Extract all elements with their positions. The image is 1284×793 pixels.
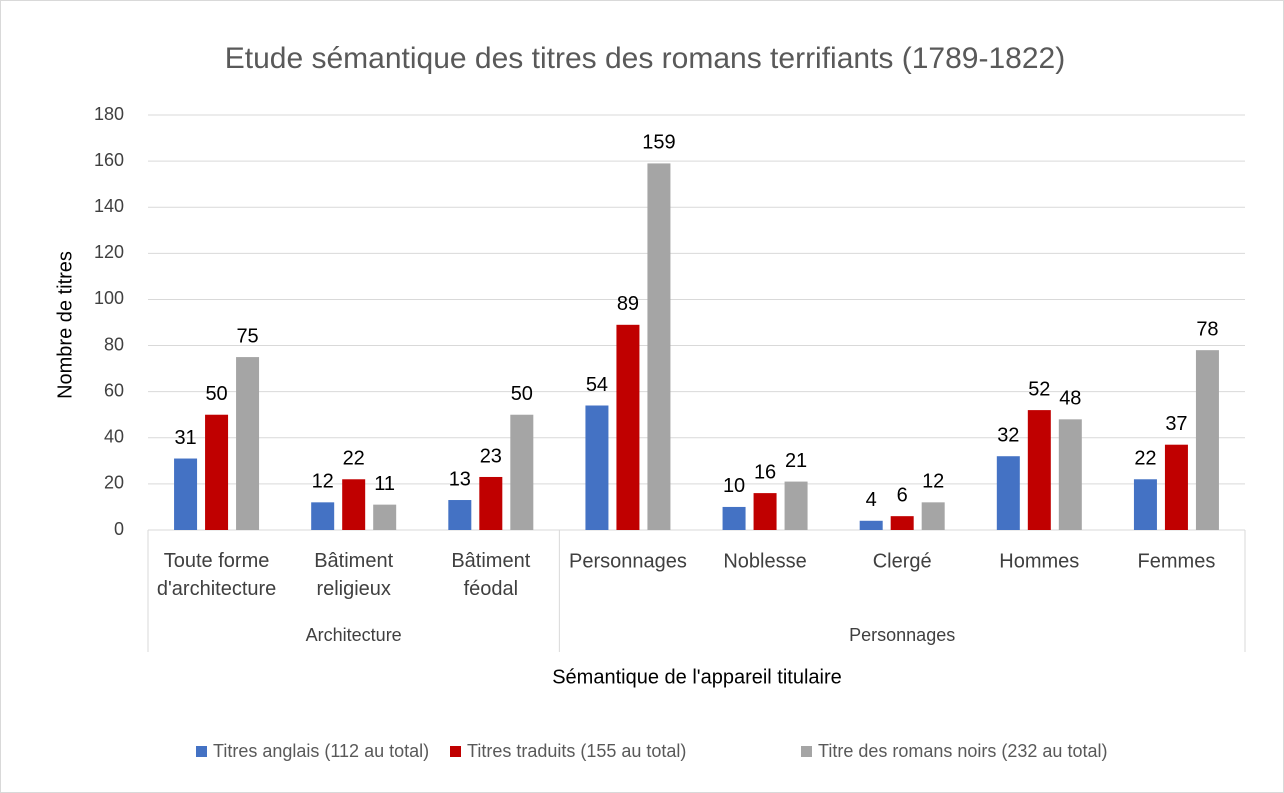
y-tick-label: 20 — [104, 473, 124, 493]
data-label: 4 — [866, 489, 877, 511]
bar — [647, 163, 671, 530]
x-tick-label: Bâtiment féodal — [451, 550, 530, 600]
bar — [921, 502, 945, 530]
x-tick-label: Toute forme d'architecture — [157, 550, 276, 600]
legend-swatch — [450, 746, 461, 757]
bar — [373, 504, 397, 530]
bar — [585, 405, 609, 530]
data-label: 12 — [922, 471, 944, 493]
data-label: 13 — [449, 468, 471, 490]
bar — [722, 506, 746, 530]
group-label: Personnages — [849, 625, 955, 645]
bar — [205, 414, 229, 530]
y-tick-label: 0 — [114, 519, 124, 539]
y-tick-label: 100 — [94, 288, 124, 308]
bar — [510, 414, 534, 530]
y-tick-label: 80 — [104, 334, 124, 354]
data-label: 48 — [1059, 388, 1081, 410]
data-label: 21 — [785, 450, 807, 472]
data-label: 10 — [723, 475, 745, 497]
y-axis-label: Nombre de titres — [54, 251, 76, 399]
data-label: 89 — [617, 293, 639, 315]
data-label: 75 — [236, 325, 258, 347]
data-label: 31 — [174, 427, 196, 449]
data-label: 23 — [480, 445, 502, 467]
bar — [859, 520, 883, 530]
legend-label: Titre des romans noirs (232 au total) — [818, 741, 1107, 761]
data-label: 159 — [642, 132, 675, 154]
bar — [1195, 350, 1219, 530]
data-label: 37 — [1165, 413, 1187, 435]
group-label: Architecture — [306, 625, 402, 645]
y-tick-label: 40 — [104, 427, 124, 447]
bar — [784, 481, 808, 530]
y-tick-label: 140 — [94, 196, 124, 216]
bar — [236, 357, 260, 530]
data-label: 54 — [586, 374, 608, 396]
data-label: 12 — [312, 471, 334, 493]
bar — [753, 493, 777, 530]
chart-title: Etude sémantique des titres des romans t… — [225, 42, 1065, 75]
data-label: 11 — [374, 473, 395, 495]
bar — [448, 500, 472, 530]
y-tick-label: 180 — [94, 104, 124, 124]
bar — [1058, 419, 1082, 530]
bar — [311, 502, 335, 530]
x-tick-label: Femmes — [1138, 550, 1216, 572]
legend-label: Titres anglais (112 au total) — [213, 741, 429, 761]
bar — [996, 456, 1020, 530]
bar — [342, 479, 366, 530]
bar — [890, 516, 914, 530]
data-label: 50 — [511, 383, 533, 405]
legend-label: Titres traduits (155 au total) — [467, 741, 686, 761]
data-label: 16 — [754, 461, 776, 483]
x-tick-label: Clergé — [873, 550, 932, 572]
legend-swatch — [196, 746, 207, 757]
bar — [1027, 410, 1051, 530]
x-tick-label: Hommes — [999, 550, 1079, 572]
x-axis-label: Sémantique de l'appareil titulaire — [552, 666, 842, 688]
data-label: 6 — [897, 484, 908, 506]
data-label: 22 — [343, 448, 365, 470]
bar — [1164, 444, 1188, 530]
bar — [616, 324, 640, 530]
bar — [479, 476, 503, 530]
x-tick-label: Noblesse — [723, 550, 806, 572]
y-tick-label: 120 — [94, 242, 124, 262]
data-label: 52 — [1028, 378, 1050, 400]
y-tick-label: 160 — [94, 150, 124, 170]
bar — [1133, 479, 1157, 530]
x-tick-label: Bâtiment religieux — [314, 550, 393, 600]
y-tick-label: 60 — [104, 380, 124, 400]
data-label: 32 — [997, 425, 1019, 447]
data-label: 50 — [205, 383, 227, 405]
x-tick-label: Personnages — [569, 550, 687, 572]
data-label: 78 — [1196, 318, 1218, 340]
legend-swatch — [801, 746, 812, 757]
bar — [174, 458, 198, 530]
data-label: 22 — [1134, 448, 1156, 470]
